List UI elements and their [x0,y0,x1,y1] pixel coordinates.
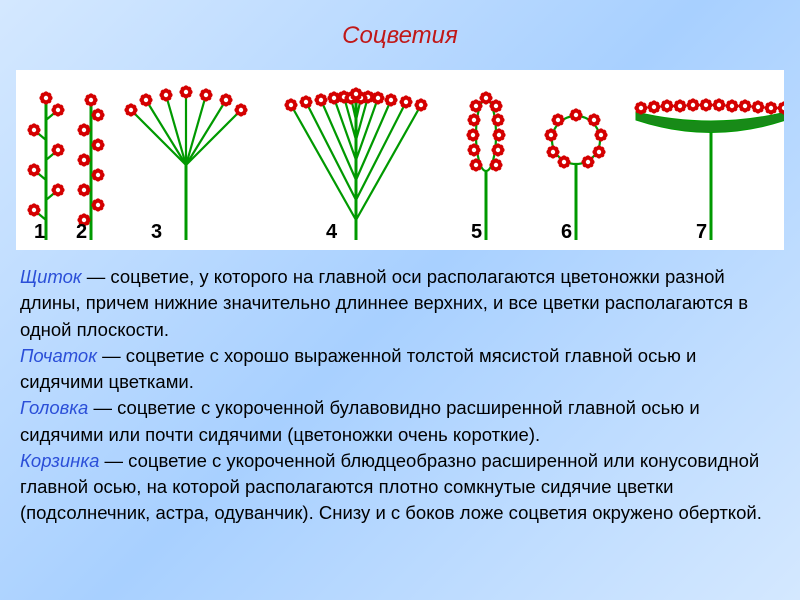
term-text: — соцветие с укороченной блюдцеобразно р… [20,450,762,524]
diagram-label-4: 4 [326,221,337,244]
diagram-label-1: 1 [34,221,45,244]
term-text: — соцветие с хорошо выраженной толстой м… [20,345,696,392]
diagram-label-2: 2 [76,221,87,244]
diagram-label-7: 7 [696,221,707,244]
diagram-label-6: 6 [561,221,572,244]
diagram-svg [16,70,784,250]
term-Початок: Початок [20,345,97,366]
definitions-block: Щиток — соцветие, у которого на главной … [0,264,800,527]
term-text: — соцветие, у которого на главной оси ра… [20,266,748,340]
term-Корзинка: Корзинка [20,450,99,471]
diagram-label-3: 3 [151,221,162,244]
term-Головка: Головка [20,397,88,418]
page-title: Соцветия [0,0,800,60]
term-text: — соцветие с укороченной булавовидно рас… [20,397,700,444]
diagram-label-5: 5 [471,221,482,244]
inflorescence-diagram: 1 2 3 4 5 6 7 [16,70,784,250]
term-Щиток: Щиток [20,266,82,287]
